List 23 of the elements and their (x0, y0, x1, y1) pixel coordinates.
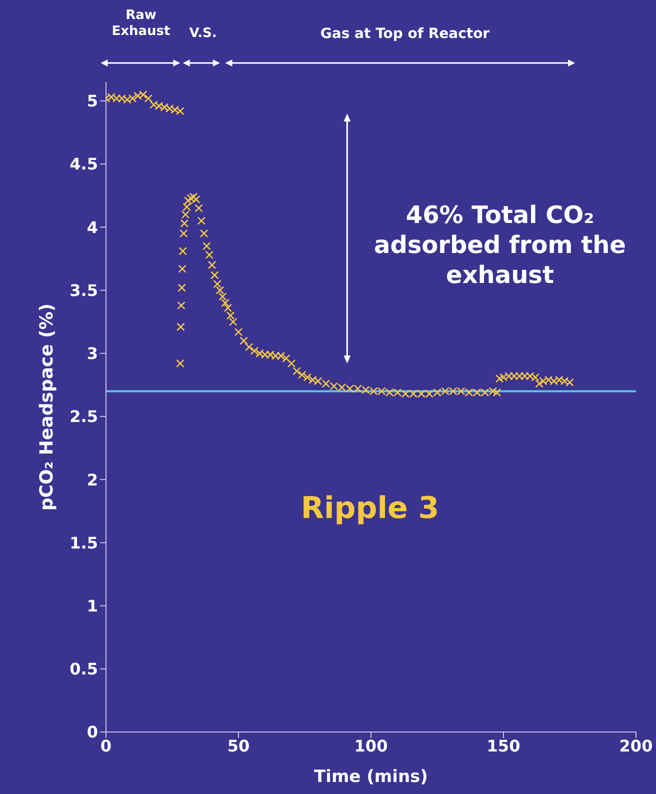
y-tick-label: 2.5 (70, 407, 98, 426)
y-tick-label: 0.5 (70, 660, 98, 679)
x-tick-label: 50 (227, 736, 250, 756)
y-tick-label: 4.5 (70, 154, 98, 174)
text: Gas at Top of Reactor (319, 26, 491, 44)
y-tick-label: 3.5 (70, 280, 98, 300)
y-tick-label: 5 (86, 92, 98, 111)
x-tick-label: 0 (100, 736, 112, 756)
y-tick-label: 1 (86, 596, 98, 616)
annotation: Ripple 3 (300, 490, 440, 528)
text: V.S. (188, 26, 218, 42)
x-tick-label: 200 (619, 736, 653, 756)
annotation: 46% Total CO₂ adsorbed from the exhaust (373, 200, 627, 290)
x-axis-title: Time (mins) (314, 767, 428, 787)
y-tick-label: 0 (86, 722, 98, 742)
y-tick-label: 1.5 (70, 533, 98, 552)
y-tick-label: 3 (86, 344, 98, 364)
text: Raw Exhaust (110, 8, 172, 40)
x-tick-label: 150 (486, 736, 520, 756)
y-tick-label: 2 (86, 470, 98, 490)
y-tick-label: 4 (86, 218, 98, 237)
y-axis-title: pCO₂ Headspace (%) (36, 303, 58, 511)
x-tick-label: 100 (354, 736, 388, 756)
